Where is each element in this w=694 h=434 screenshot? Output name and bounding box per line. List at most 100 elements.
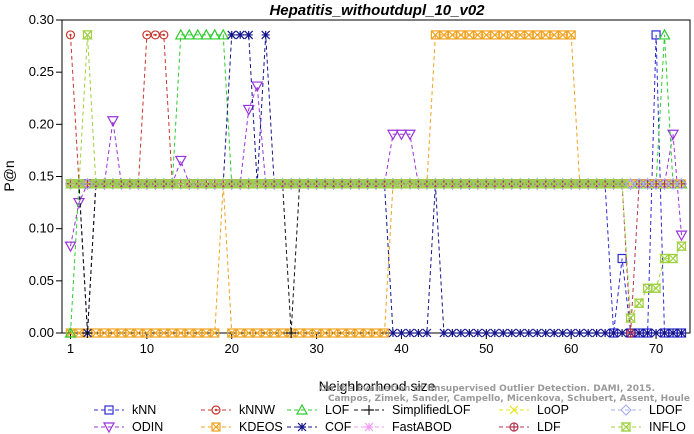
- data-point-cof: [261, 30, 271, 40]
- data-point-ldof: [641, 178, 654, 190]
- data-point-cof: [227, 30, 237, 40]
- data-point-kdeos: [541, 30, 551, 40]
- data-point-cof: [422, 328, 432, 338]
- data-point-lof: [174, 28, 187, 40]
- data-point-cof: [414, 328, 423, 338]
- data-point-ldof: [183, 178, 196, 190]
- y-tick-label: 0.00: [29, 325, 54, 340]
- legend-marker-kdeos: [211, 422, 221, 432]
- data-point-cof: [439, 328, 449, 338]
- credit-line-1: Campos, Zimek, Sander, Campello, Micenko…: [328, 394, 690, 404]
- legend-item-ldof: LDOF: [611, 403, 683, 417]
- data-point-kdeos: [456, 30, 466, 40]
- data-point-cof: [575, 328, 585, 338]
- legend-label-loop: LoOP: [537, 403, 569, 417]
- data-point-cof: [558, 328, 568, 338]
- data-point-ldof: [667, 178, 679, 190]
- y-axis-label: P@n: [1, 160, 17, 191]
- data-point-lof: [64, 326, 77, 338]
- legend-label-kdeos: KDEOS: [239, 420, 283, 434]
- data-point-inflo: [82, 30, 93, 40]
- data-point-ldof: [319, 178, 331, 190]
- data-point-odin: [395, 129, 408, 141]
- data-point-ldof: [141, 178, 153, 190]
- series-knnw: [65, 30, 687, 189]
- series-line-simplifiedlof: [70, 183, 682, 334]
- data-point-odin: [386, 129, 399, 141]
- series-odin: [64, 81, 688, 253]
- legend-item-simplifiedlof: SimplifiedLOF: [354, 403, 471, 417]
- legend-label-knn: kNN: [132, 403, 156, 417]
- data-point-cof: [515, 328, 525, 338]
- data-point-cof: [447, 328, 457, 338]
- data-point-ldof: [81, 178, 94, 190]
- data-point-kdeos: [566, 30, 576, 40]
- data-point-ldof: [658, 178, 671, 190]
- data-point-ldof: [268, 178, 281, 190]
- data-point-cof: [397, 328, 406, 338]
- data-point-ldof: [505, 178, 518, 190]
- data-point-cof: [456, 328, 466, 338]
- data-point-cof: [677, 328, 686, 338]
- data-point-ldof: [497, 178, 510, 190]
- data-point-cof: [668, 328, 678, 338]
- data-point-cof: [532, 328, 542, 338]
- x-tick-label: 10: [140, 341, 154, 356]
- data-point-odin: [72, 197, 85, 209]
- data-point-ldof: [471, 178, 484, 190]
- data-point-kdeos: [498, 30, 508, 40]
- series-simplifiedlof: [65, 178, 687, 338]
- legend-item-inflo: INFLO: [611, 420, 686, 434]
- data-point-ldof: [548, 178, 561, 190]
- data-point-odin: [64, 241, 77, 253]
- data-point-cof: [473, 328, 483, 338]
- data-point-lof: [217, 28, 230, 40]
- legend-label-inflo: INFLO: [649, 420, 686, 434]
- data-point-ldof: [200, 178, 213, 190]
- data-point-ldof: [217, 178, 230, 190]
- series-layer: [64, 28, 688, 338]
- data-point-odin: [403, 129, 416, 141]
- legend-label-ldof: LDOF: [649, 403, 683, 417]
- legend-label-cof: COF: [325, 420, 352, 434]
- data-point-ldof: [115, 178, 128, 190]
- data-point-cof: [490, 328, 500, 338]
- data-point-simplifiedlof: [286, 328, 297, 338]
- data-point-ldof: [302, 178, 314, 190]
- data-point-ldof: [191, 178, 204, 190]
- data-point-ldof: [98, 178, 111, 190]
- data-point-ldof: [395, 178, 408, 190]
- data-point-ldof: [387, 178, 399, 190]
- data-point-cof: [464, 328, 474, 338]
- data-point-ldof: [90, 178, 102, 190]
- series-inflo: [65, 30, 687, 323]
- data-point-ldof: [344, 178, 357, 190]
- data-point-ldof: [607, 178, 620, 190]
- data-point-ldof: [285, 178, 297, 190]
- data-point-ldof: [539, 178, 552, 190]
- legend-marker-inflo: [620, 422, 632, 432]
- series-line-odin: [70, 85, 682, 247]
- data-point-lof: [658, 28, 671, 40]
- data-point-ldof: [514, 178, 527, 190]
- data-point-cof: [507, 328, 517, 338]
- data-point-ldof: [446, 178, 459, 190]
- data-point-ldof: [582, 178, 595, 190]
- data-point-cof: [541, 328, 551, 338]
- data-point-ldof: [616, 178, 628, 190]
- data-point-cof: [600, 328, 610, 338]
- legend-item-lof: LOF: [287, 403, 350, 417]
- data-point-ldof: [488, 178, 501, 190]
- data-point-knnw: [65, 30, 76, 40]
- legend-label-simplifiedlof: SimplifiedLOF: [392, 403, 471, 417]
- data-point-cof: [244, 30, 254, 40]
- data-point-ldof: [650, 178, 662, 190]
- data-point-ldof: [251, 178, 264, 190]
- data-point-inflo: [616, 179, 628, 189]
- y-tick-label: 0.05: [29, 273, 54, 288]
- data-point-ldof: [310, 178, 323, 190]
- legend-marker-cof: [297, 422, 307, 432]
- y-tick-label: 0.15: [29, 169, 54, 184]
- data-point-ldof: [404, 178, 416, 190]
- data-point-ldof: [132, 178, 145, 190]
